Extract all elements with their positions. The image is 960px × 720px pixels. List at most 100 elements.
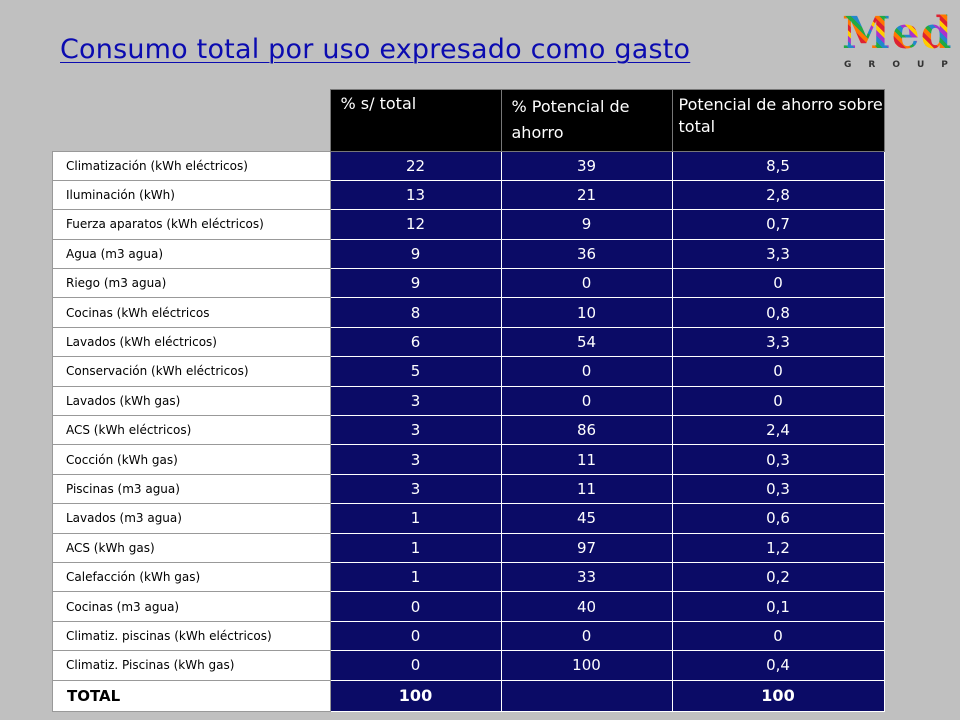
cell-potencial-ahorro: 2,8: [671, 179, 885, 211]
logo-sub-text: GROUP: [844, 60, 960, 70]
row-label: Iluminación (kWh): [52, 179, 331, 211]
cell-pct-total: 13: [329, 179, 502, 211]
table-row: Climatiz. piscinas (kWh eléctricos) 0 0 0: [52, 620, 885, 652]
cell-pct-total: 8: [329, 297, 502, 328]
table-row: Climatización (kWh eléctricos) 22 39 8,5: [52, 150, 885, 181]
table-row: Riego (m3 agua) 9 0 0: [52, 268, 885, 299]
cell-pct-potencial: 39: [500, 150, 673, 181]
cell-pct-total: 9: [329, 268, 502, 299]
cell-potencial-ahorro: 3,3: [671, 326, 885, 358]
cell-potencial-ahorro: 0,7: [671, 209, 885, 240]
cell-potencial-ahorro: 0: [671, 356, 885, 387]
row-label: Cocción (kWh gas): [52, 444, 331, 475]
table-row: Cocción (kWh gas) 3 11 0,3: [52, 444, 885, 475]
cell-potencial-ahorro: 0: [671, 268, 885, 299]
header-potencial-sobre-total: Potencial de ahorro sobre total: [671, 89, 885, 152]
cell-pct-potencial: 33: [500, 561, 673, 593]
cell-potencial-ahorro: 0: [671, 385, 885, 417]
cell-pct-total: 3: [329, 415, 502, 446]
table-row: Agua (m3 agua) 9 36 3,3: [52, 238, 885, 270]
row-label: Climatización (kWh eléctricos): [52, 150, 331, 181]
row-label: Riego (m3 agua): [52, 268, 331, 299]
table-row: ACS (kWh eléctricos) 3 86 2,4: [52, 415, 885, 446]
cell-potencial-ahorro: 0,8: [671, 297, 885, 328]
header-pct-total: % s/ total: [329, 89, 502, 152]
cell-potencial-ahorro: 0: [671, 620, 885, 652]
cell-pct-potencial: 21: [500, 179, 673, 211]
cell-potencial-ahorro: 100: [671, 679, 885, 712]
cell-potencial-ahorro: 1,2: [671, 532, 885, 563]
med-group-logo: Med GROUP: [838, 8, 953, 72]
cell-pct-potencial: 9: [500, 209, 673, 240]
row-label: Calefacción (kWh gas): [52, 561, 331, 593]
cell-pct-potencial: [500, 679, 673, 712]
cell-pct-total: 3: [329, 385, 502, 417]
cell-potencial-ahorro: 8,5: [671, 150, 885, 181]
cell-pct-potencial: 0: [500, 385, 673, 417]
cell-pct-potencial: 45: [500, 503, 673, 534]
header-blank-cell: [52, 89, 330, 151]
cell-pct-potencial: 54: [500, 326, 673, 358]
logo-main-text: Med: [842, 8, 953, 59]
row-label: TOTAL: [52, 679, 331, 712]
table-body: Climatización (kWh eléctricos) 22 39 8,5 Ilu…: [52, 150, 885, 712]
cell-potencial-ahorro: 0,3: [671, 444, 885, 475]
table-row: Lavados (kWh eléctricos) 6 54 3,3: [52, 326, 885, 358]
row-label: Lavados (kWh gas): [52, 385, 331, 417]
cell-pct-potencial: 40: [500, 591, 673, 622]
table-row: Cocinas (kWh eléctricos 8 10 0,8: [52, 297, 885, 328]
cell-pct-total: 9: [329, 238, 502, 270]
cell-pct-total: 0: [329, 620, 502, 652]
table-row: Climatiz. Piscinas (kWh gas) 0 100 0,4: [52, 650, 885, 681]
cell-pct-potencial: 100: [500, 650, 673, 681]
cell-pct-potencial: 36: [500, 238, 673, 270]
cell-pct-potencial: 0: [500, 268, 673, 299]
table-row: Lavados (kWh gas) 3 0 0: [52, 385, 885, 417]
row-label: Cocinas (m3 agua): [52, 591, 331, 622]
table-row: ACS (kWh gas) 1 97 1,2: [52, 532, 885, 563]
table-header-row: % s/ total % Potencial de ahorro Potenci…: [52, 89, 885, 152]
cell-pct-potencial: 11: [500, 473, 673, 505]
row-label: Lavados (kWh eléctricos): [52, 326, 331, 358]
cell-pct-potencial: 97: [500, 532, 673, 563]
table-row: Lavados (m3 agua) 1 45 0,6: [52, 503, 885, 534]
cell-potencial-ahorro: 3,3: [671, 238, 885, 270]
total-row: TOTAL 100 100: [52, 679, 885, 712]
table-row: Conservación (kWh eléctricos) 5 0 0: [52, 356, 885, 387]
consumption-table: % s/ total % Potencial de ahorro Potenci…: [52, 89, 885, 712]
cell-pct-total: 22: [329, 150, 502, 181]
cell-potencial-ahorro: 0,2: [671, 561, 885, 593]
cell-pct-total: 5: [329, 356, 502, 387]
page-title: Consumo total por uso expresado como gas…: [60, 34, 691, 65]
row-label: Conservación (kWh eléctricos): [52, 356, 331, 387]
table-row: Fuerza aparatos (kWh eléctricos) 12 9 0,7: [52, 209, 885, 240]
header-pct-potencial: % Potencial de ahorro: [500, 89, 673, 152]
cell-pct-total: 0: [329, 591, 502, 622]
cell-potencial-ahorro: 0,6: [671, 503, 885, 534]
row-label: ACS (kWh eléctricos): [52, 415, 331, 446]
cell-pct-potencial: 0: [500, 620, 673, 652]
row-label: Fuerza aparatos (kWh eléctricos): [52, 209, 331, 240]
cell-pct-total: 1: [329, 561, 502, 593]
cell-pct-total: 100: [329, 679, 502, 712]
table-row: Cocinas (m3 agua) 0 40 0,1: [52, 591, 885, 622]
cell-pct-potencial: 0: [500, 356, 673, 387]
cell-pct-total: 6: [329, 326, 502, 358]
cell-potencial-ahorro: 0,4: [671, 650, 885, 681]
cell-pct-total: 3: [329, 444, 502, 475]
cell-pct-total: 1: [329, 532, 502, 563]
cell-potencial-ahorro: 0,3: [671, 473, 885, 505]
cell-potencial-ahorro: 0,1: [671, 591, 885, 622]
table-row: Piscinas (m3 agua) 3 11 0,3: [52, 473, 885, 505]
cell-pct-potencial: 10: [500, 297, 673, 328]
row-label: Piscinas (m3 agua): [52, 473, 331, 505]
row-label: Climatiz. Piscinas (kWh gas): [52, 650, 331, 681]
cell-pct-total: 0: [329, 650, 502, 681]
cell-pct-potencial: 86: [500, 415, 673, 446]
row-label: Cocinas (kWh eléctricos: [52, 297, 331, 328]
row-label: Climatiz. piscinas (kWh eléctricos): [52, 620, 331, 652]
row-label: Lavados (m3 agua): [52, 503, 331, 534]
row-label: ACS (kWh gas): [52, 532, 331, 563]
row-label: Agua (m3 agua): [52, 238, 331, 270]
cell-pct-potencial: 11: [500, 444, 673, 475]
